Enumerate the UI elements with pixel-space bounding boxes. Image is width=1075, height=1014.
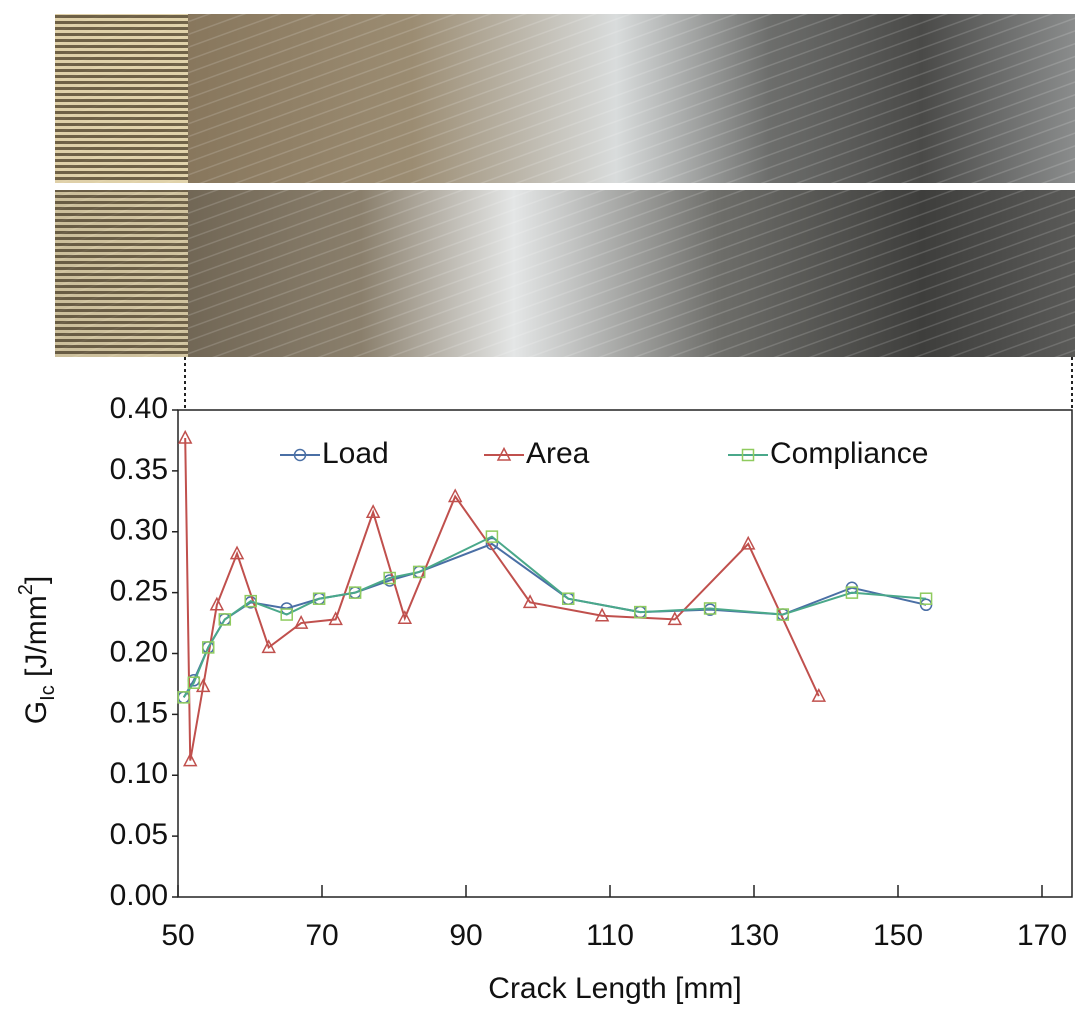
point — [703, 602, 717, 615]
point — [195, 678, 211, 693]
insert-region — [55, 14, 188, 183]
legend-label: Compliance — [770, 437, 928, 470]
point — [594, 607, 610, 622]
point — [218, 613, 232, 626]
series-line — [182, 535, 927, 698]
y-tick-label: 0.15 — [110, 696, 168, 729]
legend-label: Load — [322, 437, 389, 470]
series-line — [182, 542, 927, 698]
insert-region — [55, 190, 188, 357]
y-label-part: [J/mm — [20, 595, 53, 685]
x-tick-label: 110 — [586, 919, 634, 952]
point — [522, 594, 538, 609]
point — [177, 429, 193, 444]
point — [561, 592, 575, 605]
point — [919, 592, 933, 605]
point — [741, 535, 756, 550]
x-axis-label: Crack Length [mm] — [488, 972, 741, 1005]
x-tick-label: 90 — [449, 919, 482, 952]
point — [383, 571, 396, 585]
y-axis-label: GIc [J/mm2] — [15, 576, 59, 724]
legend-marker — [741, 448, 755, 462]
photo-texture — [55, 14, 1075, 183]
y-tick-label: 0.20 — [110, 635, 168, 668]
point — [667, 611, 683, 626]
photo-texture — [55, 190, 1075, 357]
legend-marker — [496, 446, 512, 461]
legend-marker — [293, 448, 307, 462]
point — [365, 504, 381, 519]
point — [633, 605, 647, 619]
point — [348, 586, 362, 599]
point — [811, 687, 827, 702]
point — [328, 611, 343, 626]
x-tick-label: 130 — [729, 919, 779, 952]
legend-label: Area — [526, 437, 590, 470]
point — [447, 488, 463, 503]
point — [845, 586, 859, 599]
specimen-photos — [55, 14, 1075, 410]
point — [177, 691, 191, 704]
point — [187, 676, 201, 689]
y-tick-label: 0.35 — [110, 453, 168, 486]
point — [209, 596, 225, 611]
y-tick-label: 0.10 — [110, 757, 168, 790]
y-label-part: 2 — [15, 584, 37, 595]
y-tick-label: 0.40 — [110, 392, 168, 425]
y-tick-label: 0.00 — [110, 879, 168, 912]
point — [280, 608, 293, 621]
point — [183, 752, 198, 767]
point — [229, 545, 245, 560]
point — [312, 592, 326, 605]
x-tick-label: 70 — [305, 919, 338, 952]
point — [412, 565, 426, 579]
plot-frame — [177, 409, 1073, 898]
point — [397, 610, 413, 624]
y-label-part: ] — [20, 576, 53, 584]
y-label-part: Ic — [37, 685, 59, 701]
point — [244, 594, 257, 608]
point — [485, 530, 499, 543]
x-tick-label: 150 — [873, 919, 923, 952]
series-line — [184, 437, 820, 761]
point — [261, 639, 276, 654]
y-tick-label: 0.05 — [110, 818, 168, 851]
y-tick-label: 0.30 — [110, 514, 168, 547]
x-tick-label: 50 — [161, 919, 194, 952]
point — [293, 614, 309, 629]
point — [776, 608, 790, 621]
y-label-part: G — [20, 701, 53, 724]
x-tick-label: 170 — [1017, 919, 1067, 952]
y-tick-label: 0.25 — [110, 575, 168, 608]
point — [201, 641, 215, 654]
